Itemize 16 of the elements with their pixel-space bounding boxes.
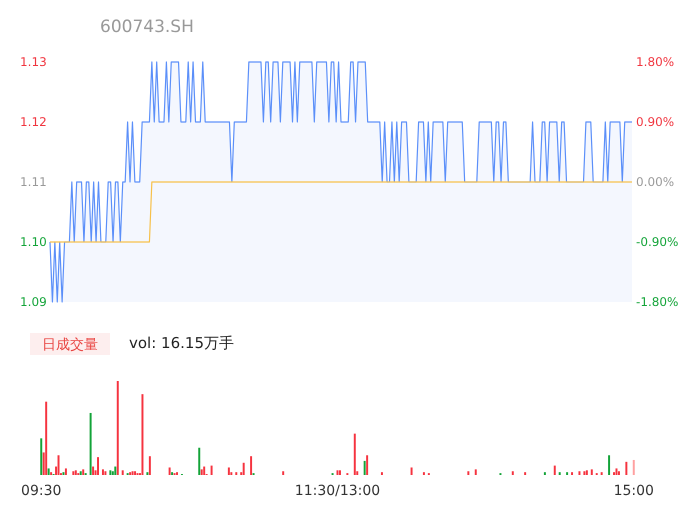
y-tick-label: 1.13 — [20, 55, 47, 69]
y-tick-label: 1.12 — [20, 115, 47, 129]
x-tick-label: 09:30 — [21, 483, 62, 499]
x-tick-label: 15:00 — [614, 483, 654, 499]
y2-tick-label: -1.80% — [636, 295, 678, 309]
y-tick-label: 1.09 — [20, 295, 47, 309]
y2-tick-label: -0.90% — [636, 235, 678, 249]
y-tick-label: 1.10 — [20, 235, 47, 249]
y2-tick-label: 0.90% — [636, 115, 674, 129]
chart-subtitle: vol: 16.15万手 — [129, 334, 234, 352]
chart-title: 日成交量 — [42, 337, 98, 353]
x-tick-label: 11:30/13:00 — [294, 483, 380, 499]
y2-tick-label: 1.80% — [636, 55, 674, 69]
y2-tick-label: 0.00% — [636, 175, 674, 189]
y-tick-label: 1.11 — [20, 175, 47, 189]
chart-title: 600743.SH — [100, 17, 194, 37]
